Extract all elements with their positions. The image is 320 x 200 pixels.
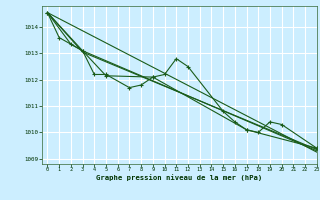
X-axis label: Graphe pression niveau de la mer (hPa): Graphe pression niveau de la mer (hPa) — [96, 174, 262, 181]
